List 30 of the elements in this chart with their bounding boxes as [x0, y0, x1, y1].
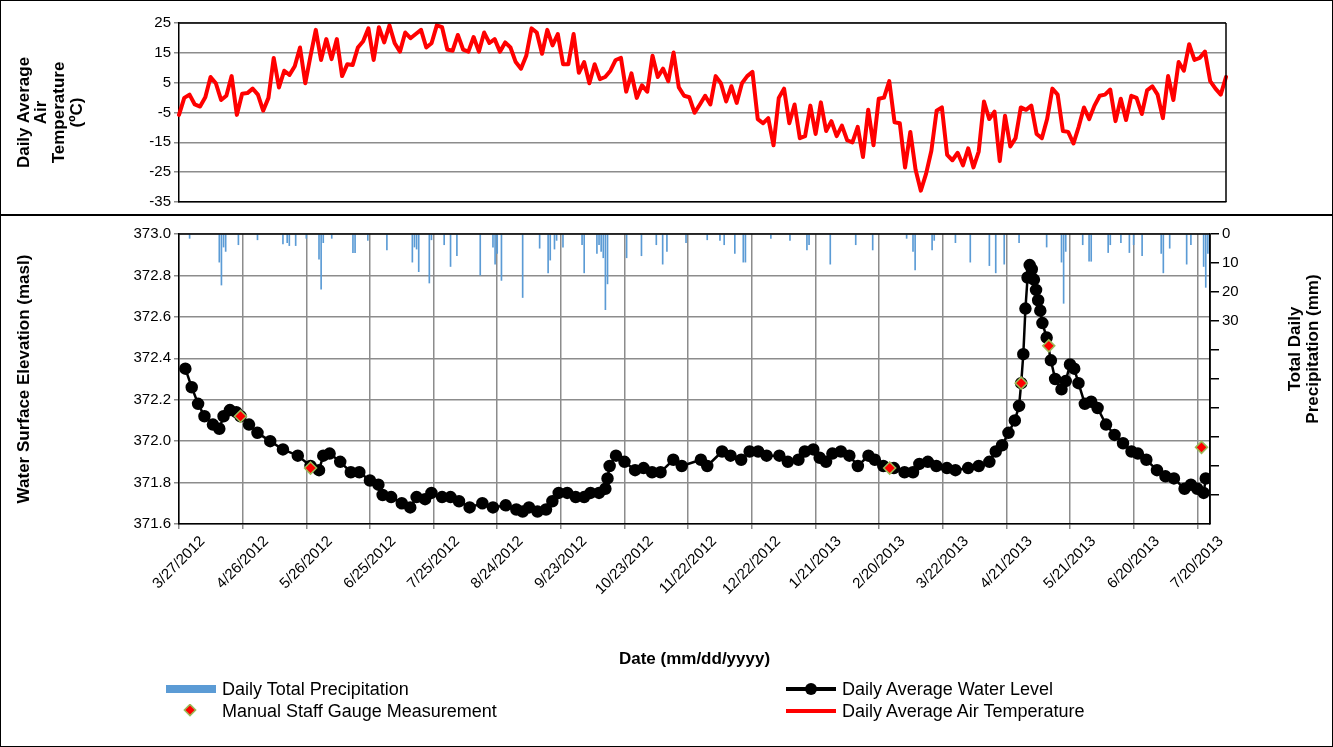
y-tick-label: -25 [149, 162, 171, 180]
y-tick-label: 373.0 [133, 224, 171, 242]
y-axis-title: Water Surface Elevation (masl) [13, 254, 33, 504]
legend-label: Manual Staff Gauge Measurement [222, 700, 497, 722]
y-axis-title: Daily Average Air Temperature (ºC) [13, 56, 87, 169]
y-tick-label: 371.8 [133, 472, 171, 490]
y-tick-label: -35 [149, 192, 171, 210]
legend-label: Daily Average Air Temperature [842, 700, 1085, 722]
y2-tick-label: 0 [1222, 224, 1231, 242]
y-tick-label: 25 [154, 13, 171, 31]
legend-label: Daily Average Water Level [842, 678, 1054, 700]
y-tick-label: 15 [154, 42, 171, 60]
y2-tick-label: 20 [1222, 282, 1239, 300]
point [1042, 339, 1056, 353]
y-tick-label: 371.6 [133, 514, 171, 532]
y2-tick-label: 10 [1222, 253, 1239, 271]
x-axis-title: Date (mm/dd/yyyy) [618, 649, 771, 669]
y-tick-label: 372.6 [133, 307, 171, 324]
y-tick-label: 372.0 [133, 431, 171, 449]
y-tick-label: 5 [162, 72, 171, 90]
point [1194, 440, 1209, 455]
y-tick-label: 372.8 [133, 265, 171, 283]
y2-axis-title: Total Daily Precipitation (mm) [1284, 274, 1322, 424]
y-tick-label: -15 [149, 132, 171, 150]
y2-tick-label: 30 [1222, 311, 1239, 329]
legend-label: Daily Total Precipitation [222, 678, 409, 700]
y-tick-label: 372.2 [133, 389, 171, 407]
point [882, 461, 897, 475]
y-tick-label: -5 [157, 102, 171, 120]
y-tick-label: 372.4 [133, 348, 171, 366]
